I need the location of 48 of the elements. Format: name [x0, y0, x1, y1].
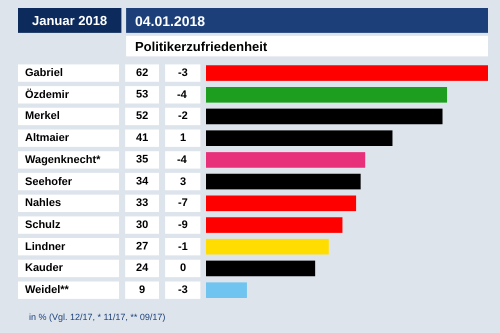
bar [206, 108, 443, 124]
data-label: 35 [136, 154, 148, 166]
y-tick-label: Lindner [25, 241, 66, 253]
text: -7 [178, 197, 188, 209]
data-label: 53 [136, 88, 148, 101]
data-label: 27 [136, 240, 148, 252]
text: 0 [180, 262, 186, 274]
y-tick-label: Kauder [25, 262, 64, 274]
y-tick-label: Wagenknecht* [25, 154, 102, 166]
text: Januar 2018 [32, 13, 108, 28]
y-tick-label: Schulz [25, 219, 61, 231]
bar [206, 282, 247, 298]
chart-subtitle: Politikerzufriedenheit [135, 39, 268, 54]
y-tick-label: Altmaier [25, 132, 70, 144]
text: in % (Vgl. 12/17, * 11/17, ** 09/17) [29, 312, 166, 322]
data-label: 33 [136, 197, 148, 210]
data-label: 62 [136, 66, 148, 79]
text: 1 [180, 132, 186, 144]
text: -1 [178, 241, 188, 253]
y-tick-label: Merkel [25, 110, 60, 122]
bar [206, 238, 329, 255]
data-label: 52 [136, 110, 148, 122]
y-tick-label: Seehofer [25, 176, 73, 188]
y-tick-label: Weidel** [25, 284, 70, 296]
bar [206, 174, 361, 190]
y-tick-label: Nahles [25, 197, 62, 209]
bar [206, 130, 392, 146]
text: 3 [180, 176, 186, 188]
text: -4 [177, 89, 188, 101]
text: -2 [178, 110, 188, 122]
text: -9 [178, 219, 188, 231]
y-tick-label: Gabriel [25, 67, 63, 79]
y-tick-label: Özdemir [25, 88, 70, 101]
bar [206, 260, 316, 276]
text: -3 [178, 284, 188, 296]
chart-title: 04.01.2018 [135, 13, 206, 29]
bar [206, 86, 448, 103]
data-label: 34 [136, 175, 150, 188]
bar [206, 217, 342, 233]
bar [206, 195, 356, 212]
data-label: 41 [136, 132, 148, 144]
bar [206, 152, 366, 168]
text: -3 [178, 67, 188, 79]
data-label: 9 [139, 284, 146, 296]
bar [206, 65, 488, 81]
text: -4 [177, 154, 188, 166]
data-label: 24 [136, 262, 150, 274]
data-label: 30 [136, 218, 148, 231]
